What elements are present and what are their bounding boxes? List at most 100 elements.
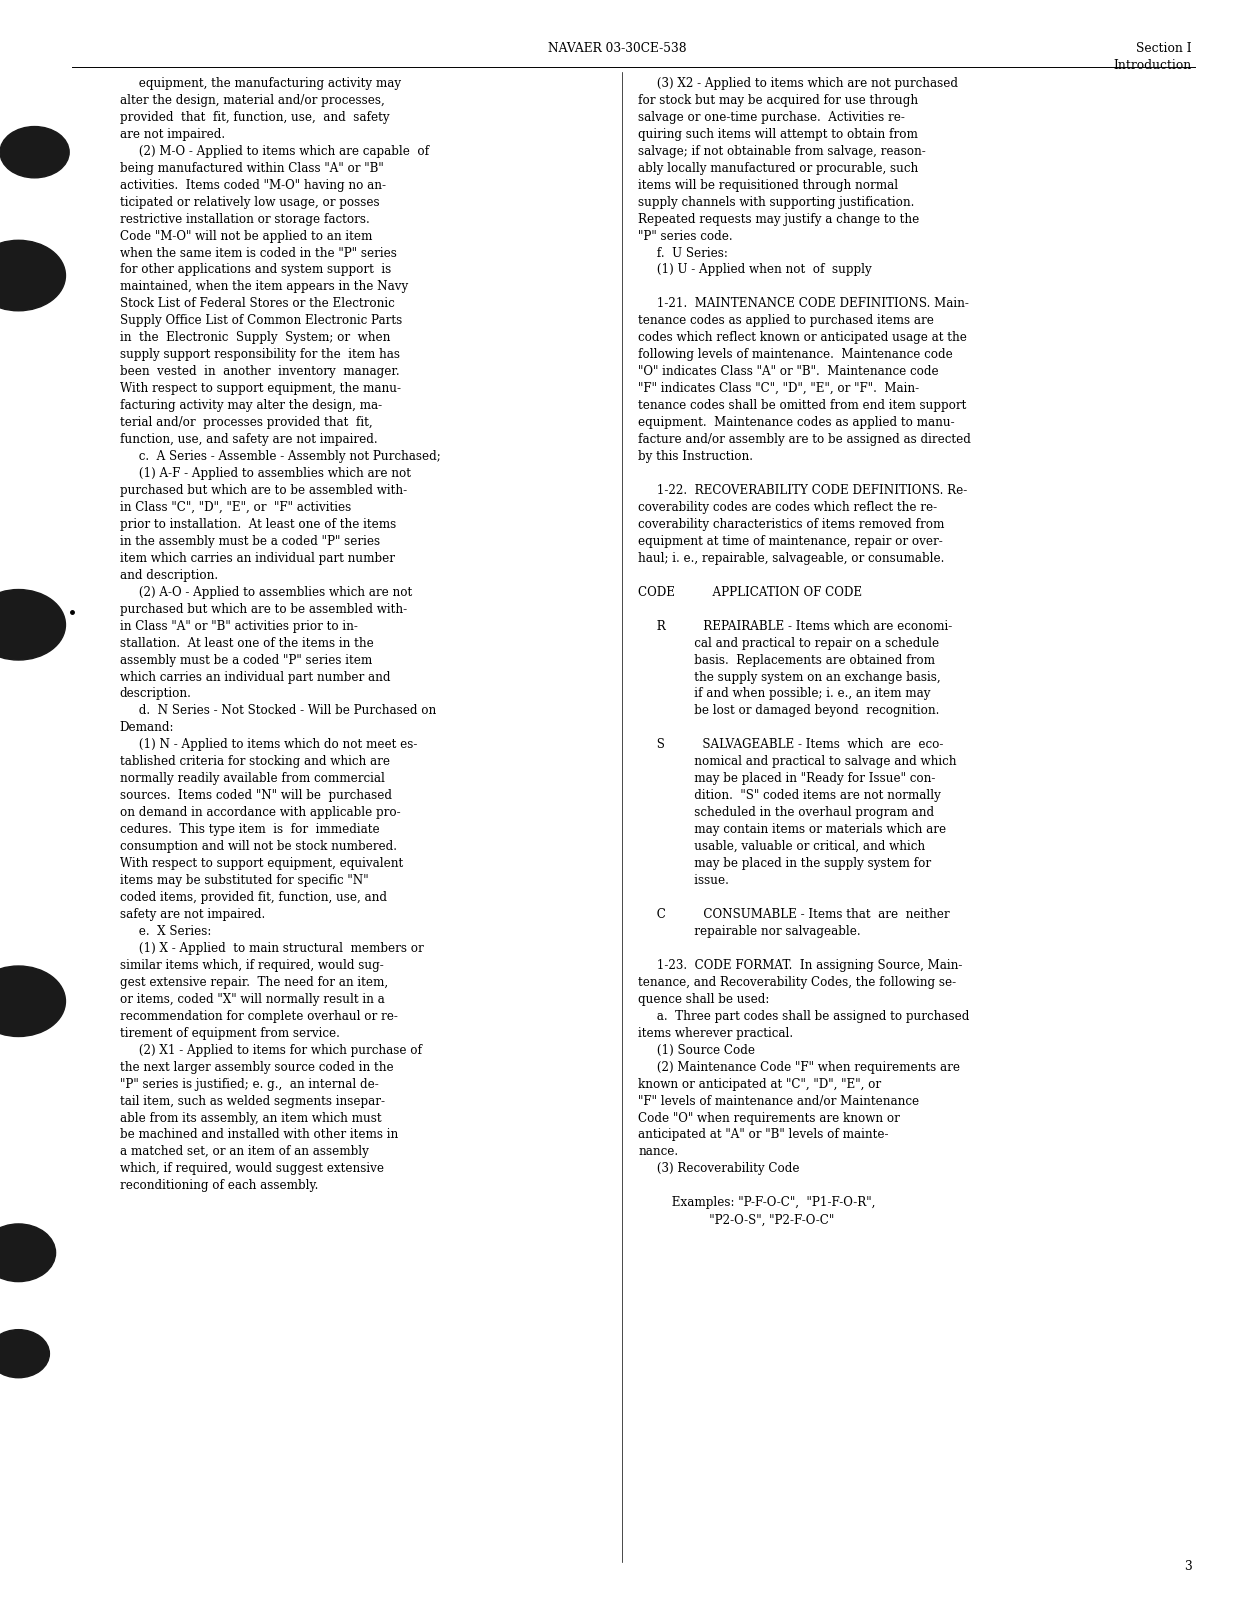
Text: items will be requisitioned through normal: items will be requisitioned through norm… [638, 179, 899, 192]
Text: "P" series is justified; e. g.,  an internal de-: "P" series is justified; e. g., an inter… [120, 1078, 379, 1091]
Text: in Class "A" or "B" activities prior to in-: in Class "A" or "B" activities prior to … [120, 620, 358, 633]
Text: usable, valuable or critical, and which: usable, valuable or critical, and which [638, 839, 925, 854]
Text: maintained, when the item appears in the Navy: maintained, when the item appears in the… [120, 280, 408, 293]
Text: which, if required, would suggest extensive: which, if required, would suggest extens… [120, 1163, 384, 1176]
Text: tenance, and Recoverability Codes, the following se-: tenance, and Recoverability Codes, the f… [638, 976, 957, 988]
Text: quence shall be used:: quence shall be used: [638, 993, 769, 1006]
Text: items may be substituted for specific "N": items may be substituted for specific "N… [120, 875, 368, 888]
Text: consumption and will not be stock numbered.: consumption and will not be stock number… [120, 839, 396, 854]
Text: alter the design, material and/or processes,: alter the design, material and/or proces… [120, 95, 384, 107]
Text: C          CONSUMABLE - Items that  are  neither: C CONSUMABLE - Items that are neither [638, 908, 950, 921]
Text: or items, coded "X" will normally result in a: or items, coded "X" will normally result… [120, 993, 384, 1006]
Text: dition.  "S" coded items are not normally: dition. "S" coded items are not normally [638, 790, 941, 803]
Text: salvage; if not obtainable from salvage, reason-: salvage; if not obtainable from salvage,… [638, 144, 926, 157]
Text: and description.: and description. [120, 569, 217, 582]
Text: restrictive installation or storage factors.: restrictive installation or storage fact… [120, 213, 369, 226]
Text: e.  X Series:: e. X Series: [120, 924, 211, 937]
Text: Supply Office List of Common Electronic Parts: Supply Office List of Common Electronic … [120, 314, 403, 327]
Text: NAVAER 03-30CE-538: NAVAER 03-30CE-538 [548, 42, 687, 54]
Text: the supply system on an exchange basis,: the supply system on an exchange basis, [638, 671, 941, 684]
Text: repairable nor salvageable.: repairable nor salvageable. [638, 924, 861, 937]
Text: which carries an individual part number and: which carries an individual part number … [120, 671, 390, 684]
Text: tirement of equipment from service.: tirement of equipment from service. [120, 1027, 340, 1040]
Text: (3) Recoverability Code: (3) Recoverability Code [638, 1163, 800, 1176]
Text: coverability codes are codes which reflect the re-: coverability codes are codes which refle… [638, 501, 937, 514]
Text: reconditioning of each assembly.: reconditioning of each assembly. [120, 1179, 319, 1192]
Text: ticipated or relatively low usage, or posses: ticipated or relatively low usage, or po… [120, 195, 379, 208]
Text: (2) Maintenance Code "F" when requirements are: (2) Maintenance Code "F" when requiremen… [638, 1061, 961, 1073]
Text: (2) X1 - Applied to items for which purchase of: (2) X1 - Applied to items for which purc… [120, 1043, 422, 1057]
Text: 1-23.  CODE FORMAT.  In assigning Source, Main-: 1-23. CODE FORMAT. In assigning Source, … [638, 960, 963, 972]
Ellipse shape [0, 127, 69, 178]
Text: "F" indicates Class "C", "D", "E", or "F".  Main-: "F" indicates Class "C", "D", "E", or "F… [638, 383, 920, 396]
Text: codes which reflect known or anticipated usage at the: codes which reflect known or anticipated… [638, 332, 967, 344]
Text: supply support responsibility for the  item has: supply support responsibility for the it… [120, 348, 400, 362]
Text: item which carries an individual part number: item which carries an individual part nu… [120, 551, 395, 566]
Text: 1-22.  RECOVERABILITY CODE DEFINITIONS. Re-: 1-22. RECOVERABILITY CODE DEFINITIONS. R… [638, 484, 968, 497]
Text: sources.  Items coded "N" will be  purchased: sources. Items coded "N" will be purchas… [120, 790, 391, 803]
Text: facturing activity may alter the design, ma-: facturing activity may alter the design,… [120, 399, 382, 412]
Text: Stock List of Federal Stores or the Electronic: Stock List of Federal Stores or the Elec… [120, 298, 394, 311]
Text: (1) Source Code: (1) Source Code [638, 1043, 756, 1057]
Text: are not impaired.: are not impaired. [120, 128, 225, 141]
Text: d.  N Series - Not Stocked - Will be Purchased on: d. N Series - Not Stocked - Will be Purc… [120, 705, 436, 718]
Text: if and when possible; i. e., an item may: if and when possible; i. e., an item may [638, 687, 931, 700]
Text: assembly must be a coded "P" series item: assembly must be a coded "P" series item [120, 654, 372, 666]
Ellipse shape [0, 1330, 49, 1378]
Text: haul; i. e., repairable, salvageable, or consumable.: haul; i. e., repairable, salvageable, or… [638, 551, 945, 566]
Text: scheduled in the overhaul program and: scheduled in the overhaul program and [638, 806, 935, 819]
Text: Examples: "P-F-O-C",  "P1-F-O-R",: Examples: "P-F-O-C", "P1-F-O-R", [638, 1197, 876, 1210]
Text: activities.  Items coded "M-O" having no an-: activities. Items coded "M-O" having no … [120, 179, 385, 192]
Text: tail item, such as welded segments insepar-: tail item, such as welded segments insep… [120, 1094, 385, 1107]
Text: tablished criteria for stocking and which are: tablished criteria for stocking and whic… [120, 755, 390, 769]
Text: coded items, provided fit, function, use, and: coded items, provided fit, function, use… [120, 891, 387, 904]
Text: provided  that  fit, function, use,  and  safety: provided that fit, function, use, and sa… [120, 111, 389, 123]
Text: (1) U - Applied when not  of  supply: (1) U - Applied when not of supply [638, 263, 872, 277]
Text: Code "O" when requirements are known or: Code "O" when requirements are known or [638, 1112, 900, 1125]
Text: nance.: nance. [638, 1145, 678, 1158]
Text: following levels of maintenance.  Maintenance code: following levels of maintenance. Mainten… [638, 348, 953, 362]
Text: for stock but may be acquired for use through: for stock but may be acquired for use th… [638, 95, 919, 107]
Text: equipment at time of maintenance, repair or over-: equipment at time of maintenance, repair… [638, 535, 944, 548]
Text: function, use, and safety are not impaired.: function, use, and safety are not impair… [120, 433, 378, 445]
Text: being manufactured within Class "A" or "B": being manufactured within Class "A" or "… [120, 162, 384, 175]
Text: nomical and practical to salvage and which: nomical and practical to salvage and whi… [638, 755, 957, 769]
Text: supply channels with supporting justification.: supply channels with supporting justific… [638, 195, 915, 208]
Ellipse shape [0, 1224, 56, 1282]
Text: 1-21.  MAINTENANCE CODE DEFINITIONS. Main-: 1-21. MAINTENANCE CODE DEFINITIONS. Main… [638, 298, 969, 311]
Text: a.  Three part codes shall be assigned to purchased: a. Three part codes shall be assigned to… [638, 1009, 969, 1022]
Text: able from its assembly, an item which must: able from its assembly, an item which mu… [120, 1112, 382, 1125]
Text: in  the  Electronic  Supply  System; or  when: in the Electronic Supply System; or when [120, 332, 390, 344]
Text: tenance codes as applied to purchased items are: tenance codes as applied to purchased it… [638, 314, 935, 327]
Text: facture and/or assembly are to be assigned as directed: facture and/or assembly are to be assign… [638, 433, 972, 445]
Text: cedures.  This type item  is  for  immediate: cedures. This type item is for immediate [120, 823, 379, 836]
Text: tenance codes shall be omitted from end item support: tenance codes shall be omitted from end … [638, 399, 967, 412]
Text: known or anticipated at "C", "D", "E", or: known or anticipated at "C", "D", "E", o… [638, 1078, 882, 1091]
Text: purchased but which are to be assembled with-: purchased but which are to be assembled … [120, 484, 406, 497]
Text: gest extensive repair.  The need for an item,: gest extensive repair. The need for an i… [120, 976, 388, 988]
Text: been  vested  in  another  inventory  manager.: been vested in another inventory manager… [120, 365, 399, 378]
Text: anticipated at "A" or "B" levels of mainte-: anticipated at "A" or "B" levels of main… [638, 1128, 889, 1142]
Text: recommendation for complete overhaul or re-: recommendation for complete overhaul or … [120, 1009, 398, 1022]
Text: S          SALVAGEABLE - Items  which  are  eco-: S SALVAGEABLE - Items which are eco- [638, 739, 944, 751]
Text: Demand:: Demand: [120, 721, 174, 734]
Text: basis.  Replacements are obtained from: basis. Replacements are obtained from [638, 654, 935, 666]
Text: on demand in accordance with applicable pro-: on demand in accordance with applicable … [120, 806, 400, 819]
Text: "P2-O-S", "P2-F-O-C": "P2-O-S", "P2-F-O-C" [638, 1213, 835, 1226]
Ellipse shape [0, 590, 65, 660]
Text: stallation.  At least one of the items in the: stallation. At least one of the items in… [120, 636, 373, 650]
Text: cal and practical to repair on a schedule: cal and practical to repair on a schedul… [638, 636, 940, 650]
Text: be machined and installed with other items in: be machined and installed with other ite… [120, 1128, 398, 1142]
Text: "F" levels of maintenance and/or Maintenance: "F" levels of maintenance and/or Mainten… [638, 1094, 920, 1107]
Text: "O" indicates Class "A" or "B".  Maintenance code: "O" indicates Class "A" or "B". Maintena… [638, 365, 939, 378]
Text: equipment.  Maintenance codes as applied to manu-: equipment. Maintenance codes as applied … [638, 417, 955, 429]
Text: equipment, the manufacturing activity may: equipment, the manufacturing activity ma… [120, 77, 401, 90]
Text: may contain items or materials which are: may contain items or materials which are [638, 823, 946, 836]
Text: (1) X - Applied  to main structural  members or: (1) X - Applied to main structural membe… [120, 942, 424, 955]
Text: the next larger assembly source coded in the: the next larger assembly source coded in… [120, 1061, 394, 1073]
Text: Code "M-O" will not be applied to an item: Code "M-O" will not be applied to an ite… [120, 229, 372, 242]
Text: for other applications and system support  is: for other applications and system suppor… [120, 263, 391, 277]
Text: may be placed in the supply system for: may be placed in the supply system for [638, 857, 931, 870]
Text: a matched set, or an item of an assembly: a matched set, or an item of an assembly [120, 1145, 369, 1158]
Text: (3) X2 - Applied to items which are not purchased: (3) X2 - Applied to items which are not … [638, 77, 958, 90]
